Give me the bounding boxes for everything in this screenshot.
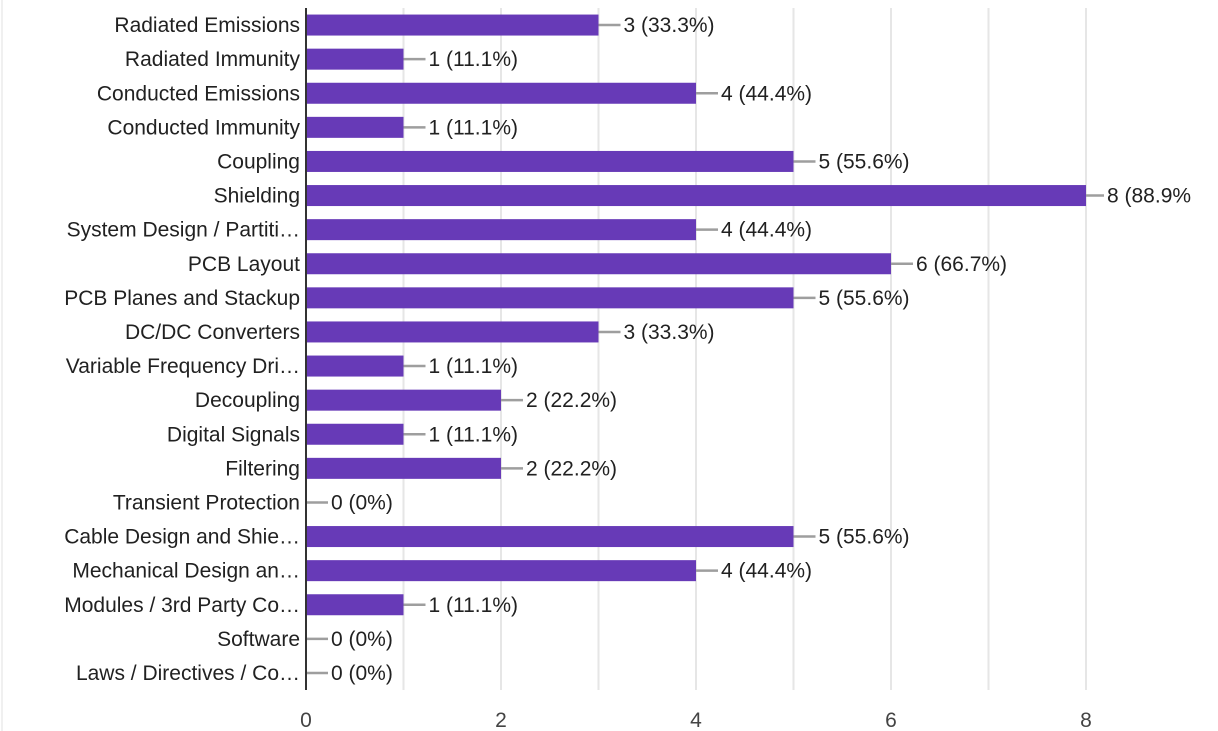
bar <box>306 253 891 275</box>
x-axis-ticks: 0 2 4 6 8 <box>300 709 1092 731</box>
data-label: 0 (0%) <box>331 491 393 514</box>
category-label: PCB Planes and Stackup <box>64 287 300 310</box>
bar <box>306 116 404 138</box>
category-label: Cable Design and Shie… <box>64 526 300 549</box>
category-label: Shielding <box>214 185 300 208</box>
category-label: Digital Signals <box>167 423 300 446</box>
bar <box>306 423 404 445</box>
data-label: 4 (44.4%) <box>721 560 812 583</box>
bar <box>306 48 404 70</box>
data-label: 2 (22.2%) <box>526 457 617 480</box>
x-tick-label: 2 <box>495 709 507 731</box>
data-label: 4 (44.4%) <box>721 82 812 105</box>
bar <box>306 14 599 36</box>
data-label: 5 (55.6%) <box>819 150 910 173</box>
category-labels: Radiated Emissions Radiated Immunity Condu… <box>64 14 300 685</box>
category-label: Software <box>217 628 300 651</box>
bar <box>306 389 501 411</box>
category-label: Modules / 3rd Party Co… <box>64 594 300 617</box>
category-label: PCB Layout <box>188 253 300 276</box>
data-label: 0 (0%) <box>331 662 393 685</box>
category-label: Coupling <box>217 150 300 173</box>
bar <box>306 185 1086 207</box>
data-label: 1 (11.1%) <box>429 48 519 71</box>
category-label: System Design / Partiti… <box>67 219 300 242</box>
data-labels: 3 (33.3%) 1 (11.1%) 4 (44.4%) 1 (11.1%) 5 (5… <box>306 14 1191 685</box>
data-label: 0 (0%) <box>331 628 393 651</box>
data-label: 4 (44.4%) <box>721 219 812 242</box>
data-label: 8 (88.9% <box>1107 185 1191 208</box>
category-label: Laws / Directives / Co… <box>76 662 300 685</box>
data-label: 1 (11.1%) <box>429 594 519 617</box>
data-label: 1 (11.1%) <box>429 116 519 139</box>
x-tick-label: 4 <box>690 709 702 731</box>
category-label: Radiated Immunity <box>125 48 301 71</box>
data-label: 1 (11.1%) <box>429 355 519 378</box>
bar <box>306 82 696 104</box>
category-label: Variable Frequency Dri… <box>66 355 300 378</box>
category-label: Filtering <box>225 457 300 480</box>
grid-lines <box>402 8 1087 690</box>
data-label: 2 (22.2%) <box>526 389 617 412</box>
x-tick-label: 8 <box>1080 709 1092 731</box>
x-tick-label: 6 <box>885 709 897 731</box>
bar <box>306 150 794 172</box>
bar <box>306 355 404 377</box>
category-label: Conducted Immunity <box>107 116 300 139</box>
data-label: 3 (33.3%) <box>624 321 715 344</box>
category-label: Radiated Emissions <box>114 14 300 37</box>
data-label: 3 (33.3%) <box>624 14 715 37</box>
data-label: 6 (66.7%) <box>916 253 1007 276</box>
x-tick-label: 0 <box>300 709 312 731</box>
bar <box>306 287 794 309</box>
data-label: 5 (55.6%) <box>819 287 910 310</box>
category-label: Conducted Emissions <box>97 82 300 105</box>
data-label: 5 (55.6%) <box>819 526 910 549</box>
category-label: Transient Protection <box>113 491 300 514</box>
bar <box>306 526 794 548</box>
bar <box>306 457 501 479</box>
data-label: 1 (11.1%) <box>429 423 519 446</box>
bar <box>306 321 599 343</box>
bar <box>306 219 696 241</box>
category-label: Decoupling <box>195 389 300 412</box>
bars <box>306 14 1086 616</box>
category-label: DC/DC Converters <box>125 321 300 344</box>
category-label: Mechanical Design an… <box>72 560 300 583</box>
bar <box>306 560 696 582</box>
bar <box>306 594 404 616</box>
